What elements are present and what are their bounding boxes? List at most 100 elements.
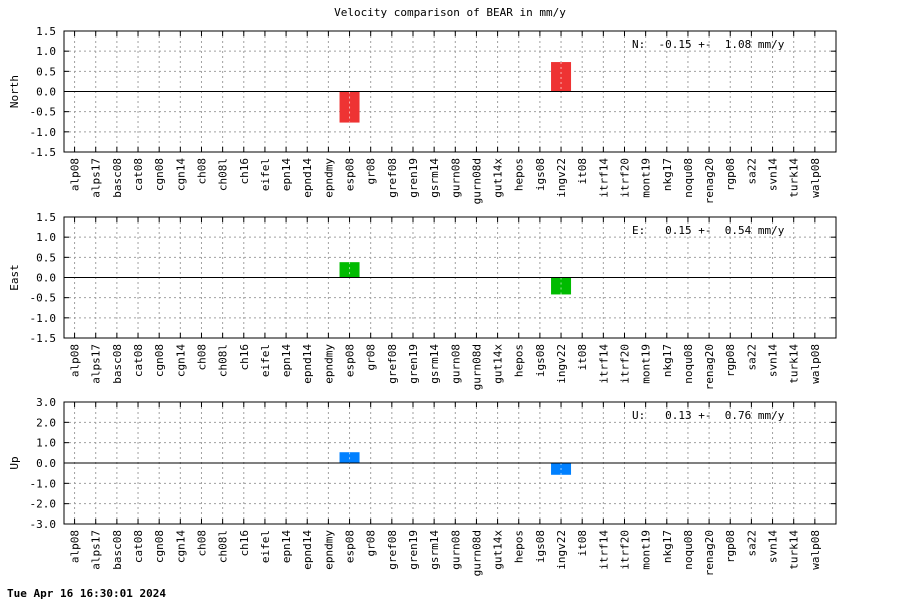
bar-ingv22 [551, 277, 572, 295]
x-tick-label: igs08 [534, 344, 547, 377]
x-tick-label: epn14 [280, 344, 293, 377]
x-tick-label: alp08 [69, 344, 82, 377]
y-tick-label: -1.5 [30, 332, 57, 345]
y-tick-label: 1.5 [36, 25, 56, 38]
x-tick-label: ch16 [238, 344, 251, 371]
plot-frame [63, 30, 837, 153]
x-tick-label: gut14x [492, 530, 505, 570]
x-tick-label: gurn08d [470, 344, 483, 390]
x-tick-label: mont19 [640, 530, 653, 570]
x-tick-label: ch16 [238, 530, 251, 557]
x-tick-label: ch08 [195, 530, 208, 557]
x-tick-label: epn14 [280, 158, 293, 191]
x-tick-label: sa22 [745, 530, 758, 557]
x-tick-label: itrf14 [597, 530, 610, 570]
x-tick-label: gsrm14 [428, 530, 441, 570]
x-tick-label: basc08 [111, 530, 124, 570]
x-tick-label: rgp08 [724, 530, 737, 563]
x-tick-label: igs08 [534, 530, 547, 563]
x-tick-label: cat08 [132, 158, 145, 191]
y-tick-label: -3.0 [30, 518, 57, 531]
y-tick-label: 1.0 [36, 437, 56, 450]
x-tick-label: eifel [259, 344, 272, 377]
x-tick-label: gurn08 [449, 344, 462, 384]
x-tick-label: renag20 [703, 344, 716, 390]
x-tick-label: gurn08d [470, 530, 483, 576]
x-tick-label: eifel [259, 158, 272, 191]
x-tick-label: basc08 [111, 158, 124, 198]
x-tick-label: epndmy [322, 344, 335, 384]
x-tick-label: hepos [513, 158, 526, 191]
x-tick-label: itrf20 [618, 530, 631, 570]
x-tick-label: ingv22 [555, 530, 568, 570]
x-tick-label: hepos [513, 344, 526, 377]
chart-panel-east: 1.5 1.0 0.5 0.0 -0.5 -1.0 -1.5 alp08 alps17 basc0… [8, 211, 837, 390]
x-tick-label: ch08 [195, 158, 208, 185]
y-tick-label: -1.5 [30, 146, 57, 159]
y-tick-label: -1.0 [30, 126, 57, 139]
x-tick-label: igs08 [534, 158, 547, 191]
x-tick-label: itrf20 [618, 158, 631, 198]
x-tick-label: nkg17 [661, 344, 674, 377]
x-tick-label: walp08 [809, 158, 822, 198]
x-tick-label: gurn08 [449, 530, 462, 570]
x-tick-label: gsrm14 [428, 158, 441, 198]
x-tick-label: gr08 [365, 158, 378, 185]
y-tick-label: 0.5 [36, 65, 56, 78]
x-tick-label: gren19 [407, 158, 420, 198]
x-tick-label: noqu08 [682, 530, 695, 570]
chart-panel-up: 3.0 2.0 1.0 0.0 -1.0 -2.0 -3.0 alp08 alps17 basc0… [8, 396, 837, 576]
x-tick-label: itrf14 [597, 158, 610, 198]
y-tick-label: -2.0 [30, 498, 57, 511]
x-tick-label: gref08 [386, 344, 399, 384]
x-tick-label: cat08 [132, 530, 145, 563]
x-tick-label: it08 [576, 344, 589, 371]
y-axis-label: Up [8, 456, 21, 469]
x-tick-label: cgn08 [153, 158, 166, 191]
y-tick-label: -1.0 [30, 477, 57, 490]
y-tick-label: 0.0 [36, 86, 56, 99]
page-title: Velocity comparison of BEAR in mm/y [334, 6, 566, 19]
x-tick-label: turk14 [788, 530, 801, 570]
x-tick-label: epnd14 [301, 344, 314, 384]
x-tick-label: mont19 [640, 158, 653, 198]
y-tick-label: 2.0 [36, 416, 56, 429]
x-tick-label: ch16 [238, 158, 251, 185]
x-tick-label: ingv22 [555, 344, 568, 384]
x-tick-label: gr08 [365, 530, 378, 557]
footer-timestamp: Tue Apr 16 16:30:01 2024 [7, 587, 166, 600]
bar-ingv22 [551, 62, 572, 92]
x-tick-label: hepos [513, 530, 526, 563]
x-tick-label: itrf14 [597, 344, 610, 384]
x-tick-label: epndmy [322, 158, 335, 198]
x-tick-label: gurn08 [449, 158, 462, 198]
x-tick-label: sa22 [745, 158, 758, 185]
y-tick-label: -0.5 [30, 106, 57, 119]
y-tick-label: 1.0 [36, 45, 56, 58]
bar-esp08 [339, 262, 360, 278]
x-tick-label: ch08l [217, 530, 230, 563]
x-tick-label: turk14 [788, 344, 801, 384]
x-tick-label: ch08l [217, 344, 230, 377]
x-tick-label: itrf20 [618, 344, 631, 384]
x-tick-label: rgp08 [724, 344, 737, 377]
x-tick-label: mont19 [640, 344, 653, 384]
x-tick-label: gut14x [492, 158, 505, 198]
x-tick-label: cgn14 [174, 530, 187, 563]
x-tick-label: sa22 [745, 344, 758, 371]
x-tick-label: nkg17 [661, 530, 674, 563]
x-tick-label: rgp08 [724, 158, 737, 191]
x-tick-label: cgn08 [153, 344, 166, 377]
stats-annotation: N: -0.15 +- 1.08 mm/y [632, 38, 785, 51]
y-tick-label: 0.0 [36, 272, 56, 285]
x-tick-label: noqu08 [682, 344, 695, 384]
x-tick-label: alp08 [69, 158, 82, 191]
stats-annotation: E: 0.15 +- 0.54 mm/y [632, 224, 785, 237]
x-tick-label: it08 [576, 530, 589, 557]
x-tick-label: gut14x [492, 344, 505, 384]
x-tick-label: walp08 [809, 530, 822, 570]
y-tick-label: 1.0 [36, 231, 56, 244]
x-tick-label: svn14 [767, 530, 780, 563]
x-tick-label: ch08 [195, 344, 208, 371]
x-tick-label: gref08 [386, 158, 399, 198]
